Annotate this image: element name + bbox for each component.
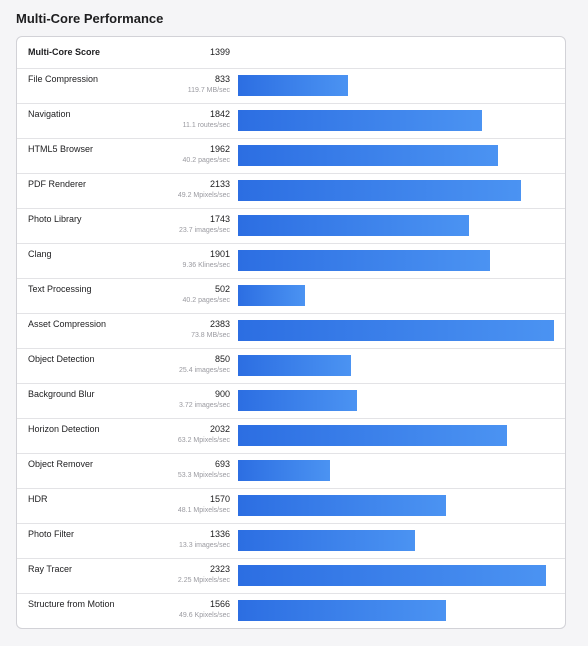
benchmark-score: 1962 [209, 144, 230, 154]
benchmark-rate: 53.3 Mpixels/sec [177, 472, 230, 479]
benchmark-row: HDR 1570 48.1 Mpixels/sec [17, 488, 565, 523]
benchmark-name: Object Detection [28, 354, 95, 364]
benchmark-rate: 49.2 Mpixels/sec [177, 192, 230, 199]
benchmark-row: Object Remover 693 53.3 Mpixels/sec [17, 453, 565, 488]
title: Multi-Core Performance [16, 11, 164, 26]
benchmark-name: Asset Compression [28, 319, 107, 329]
score-bar [238, 495, 447, 516]
benchmark-row: Photo Library 1743 23.7 images/sec [17, 208, 565, 243]
benchmark-row: Photo Filter 1336 13.3 images/sec [17, 523, 565, 558]
benchmark-rate: 13.3 images/sec [179, 542, 230, 549]
benchmark-row: Background Blur 900 3.72 images/sec [17, 383, 565, 418]
benchmark-rate: 25.4 images/sec [179, 367, 230, 374]
benchmark-name: Structure from Motion [28, 599, 115, 609]
benchmark-name: HTML5 Browser [28, 144, 94, 154]
score-bar [238, 460, 330, 481]
score-bar [238, 355, 351, 376]
benchmark-score: 1566 [209, 599, 230, 609]
score-bar [238, 320, 554, 341]
results-card: Multi-Core Score 1399 File Compression 83… [16, 36, 566, 629]
benchmark-name: PDF Renderer [28, 179, 87, 189]
benchmark-rate: 49.6 Kpixels/sec [179, 612, 230, 619]
benchmark-score: 1570 [209, 494, 230, 504]
benchmark-row: PDF Renderer 2133 49.2 Mpixels/sec [17, 173, 565, 208]
benchmark-rate: 3.72 images/sec [179, 402, 230, 409]
score-bar [238, 600, 446, 621]
header-label: Multi-Core Score [28, 47, 101, 57]
benchmark-name: Background Blur [28, 389, 95, 399]
benchmark-row: Horizon Detection 2032 63.2 Mpixels/sec [17, 418, 565, 453]
benchmark-name: Photo Library [28, 214, 82, 224]
benchmark-name: Navigation [28, 109, 71, 119]
header-row: Multi-Core Score 1399 [17, 37, 565, 68]
header-score: 1399 [209, 47, 230, 57]
score-bar [238, 390, 358, 411]
benchmark-name: Clang [28, 249, 52, 259]
benchmark-rate: 2.25 Mpixels/sec [177, 577, 230, 584]
benchmark-rate: 63.2 Mpixels/sec [177, 437, 230, 444]
benchmark-score: 1842 [209, 109, 230, 119]
benchmark-score: 1336 [209, 529, 230, 539]
benchmark-name: HDR [28, 494, 48, 504]
benchmark-rate: 73.8 MB/sec [191, 332, 230, 339]
score-bar [238, 110, 483, 131]
benchmark-rate: 11.1 routes/sec [182, 122, 230, 129]
benchmark-score: 2323 [209, 564, 230, 574]
benchmark-name: Ray Tracer [28, 564, 73, 574]
score-bar [238, 250, 491, 271]
benchmark-score: 833 [214, 74, 230, 84]
benchmark-rate: 40.2 pages/sec [182, 297, 230, 304]
benchmark-score: 900 [214, 389, 230, 399]
score-bar [238, 75, 349, 96]
benchmark-score: 693 [214, 459, 230, 469]
score-bar [238, 565, 547, 586]
benchmark-row: Asset Compression 2383 73.8 MB/sec [17, 313, 565, 348]
benchmark-score: 1901 [209, 249, 230, 259]
benchmark-rate: 48.1 Mpixels/sec [177, 507, 230, 514]
benchmark-row: Object Detection 850 25.4 images/sec [17, 348, 565, 383]
benchmark-row: Text Processing 502 40.2 pages/sec [17, 278, 565, 313]
benchmark-rate: 40.2 pages/sec [182, 157, 230, 164]
benchmark-row: File Compression 833 119.7 MB/sec [17, 68, 565, 103]
score-bar [238, 425, 508, 446]
benchmark-name: Text Processing [28, 284, 92, 294]
score-bar [238, 145, 499, 166]
benchmark-rate: 23.7 images/sec [179, 227, 230, 234]
benchmark-score: 2383 [209, 319, 230, 329]
benchmark-rate: 119.7 MB/sec [187, 87, 230, 94]
benchmark-row: Structure from Motion 1566 49.6 Kpixels/se… [17, 593, 565, 628]
benchmark-row: HTML5 Browser 1962 40.2 pages/sec [17, 138, 565, 173]
score-bar [238, 530, 416, 551]
benchmark-score: 2032 [209, 424, 230, 434]
benchmark-name: Object Remover [28, 459, 94, 469]
benchmark-score: 2133 [209, 179, 230, 189]
score-bar [238, 180, 521, 201]
benchmark-rate: 9.36 Klines/sec [182, 262, 230, 269]
benchmark-row: Clang 1901 9.36 Klines/sec [17, 243, 565, 278]
benchmark-score: 502 [214, 284, 230, 294]
score-bar [238, 285, 305, 306]
benchmark-score: 850 [214, 354, 230, 364]
benchmark-name: Horizon Detection [28, 424, 100, 434]
benchmark-row: Ray Tracer 2323 2.25 Mpixels/sec [17, 558, 565, 593]
benchmark-name: File Compression [28, 74, 99, 84]
score-bar [238, 215, 470, 236]
benchmark-name: Photo Filter [28, 529, 75, 539]
benchmark-score: 1743 [209, 214, 230, 224]
benchmark-row: Navigation 1842 11.1 routes/sec [17, 103, 565, 138]
